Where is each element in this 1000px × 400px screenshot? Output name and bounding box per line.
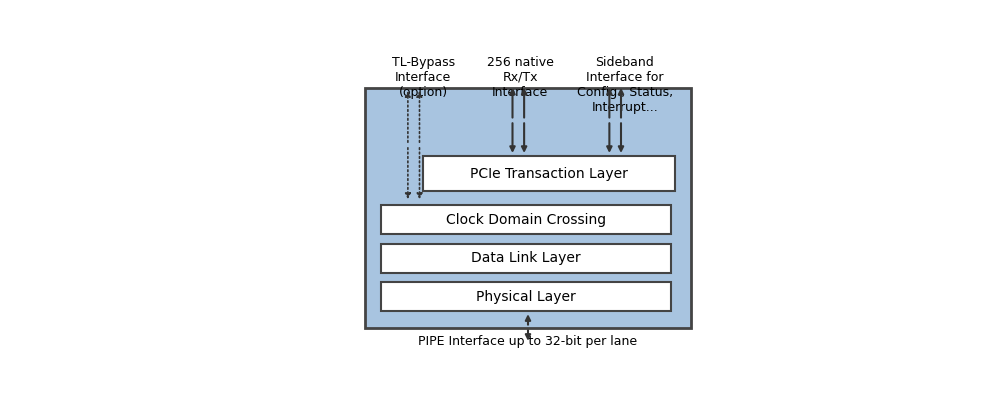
Text: PIPE Interface up to 32-bit per lane: PIPE Interface up to 32-bit per lane bbox=[418, 335, 638, 348]
Bar bbox=[423, 156, 675, 191]
Text: Data Link Layer: Data Link Layer bbox=[471, 251, 581, 265]
Text: PCIe Transaction Layer: PCIe Transaction Layer bbox=[470, 166, 628, 180]
Bar bbox=[365, 88, 691, 328]
Text: Clock Domain Crossing: Clock Domain Crossing bbox=[446, 213, 606, 227]
Text: Physical Layer: Physical Layer bbox=[476, 290, 576, 304]
Text: TL-Bypass
Interface
(option): TL-Bypass Interface (option) bbox=[392, 56, 455, 99]
Bar bbox=[381, 282, 671, 311]
Text: Sideband
Interface for
Config., Status,
Interrupt...: Sideband Interface for Config., Status, … bbox=[577, 56, 673, 114]
Bar bbox=[381, 244, 671, 273]
Bar bbox=[381, 205, 671, 234]
Text: 256 native
Rx/Tx
Interface: 256 native Rx/Tx Interface bbox=[487, 56, 554, 99]
